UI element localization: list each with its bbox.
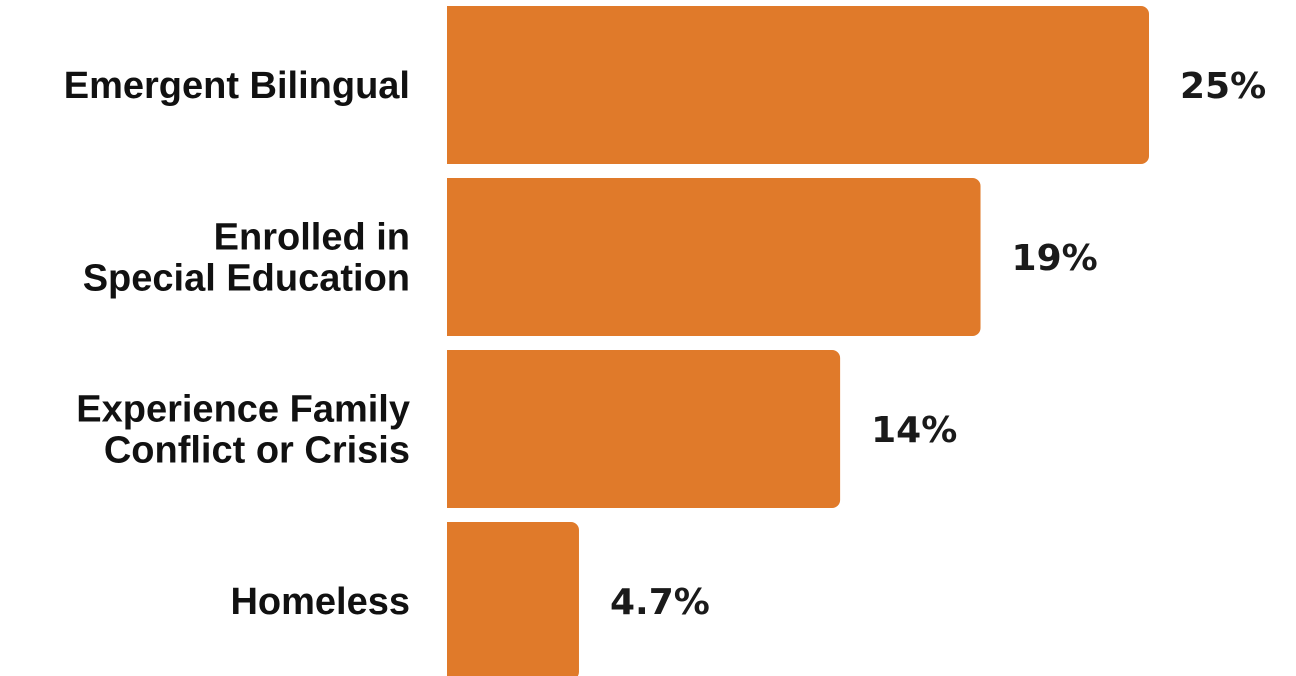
- bar-left-edge: [447, 522, 456, 676]
- value-label: 25%: [1180, 66, 1266, 107]
- category-label-line: Emergent Bilingual: [64, 65, 410, 107]
- bar-left-edge: [447, 350, 456, 508]
- value-label: 14%: [871, 410, 957, 451]
- bar: [447, 178, 981, 336]
- value-label: 4.7%: [610, 582, 710, 623]
- category-label: Emergent Bilingual: [64, 65, 410, 107]
- bars-layer: [447, 6, 1149, 676]
- category-label-line: Special Education: [83, 258, 410, 300]
- category-label-line: Enrolled in: [214, 217, 410, 259]
- bar: [447, 522, 579, 676]
- bar-left-edge: [447, 178, 456, 336]
- value-label: 19%: [1012, 238, 1098, 279]
- category-label-line: Homeless: [230, 581, 410, 623]
- bar: [447, 6, 1149, 164]
- category-label-line: Conflict or Crisis: [104, 430, 410, 472]
- category-labels-layer: Emergent Bilingual Enrolled in Special Edu…: [64, 65, 410, 623]
- category-label: Homeless: [230, 581, 410, 623]
- category-label: Experience Family Conflict or Crisis: [76, 389, 410, 472]
- category-label-line: Experience Family: [76, 389, 410, 431]
- bar-left-edge: [447, 6, 456, 164]
- bar: [447, 350, 841, 508]
- category-label: Enrolled in Special Education: [83, 217, 410, 300]
- value-labels-layer: 25% 19% 14% 4.7%: [610, 66, 1266, 623]
